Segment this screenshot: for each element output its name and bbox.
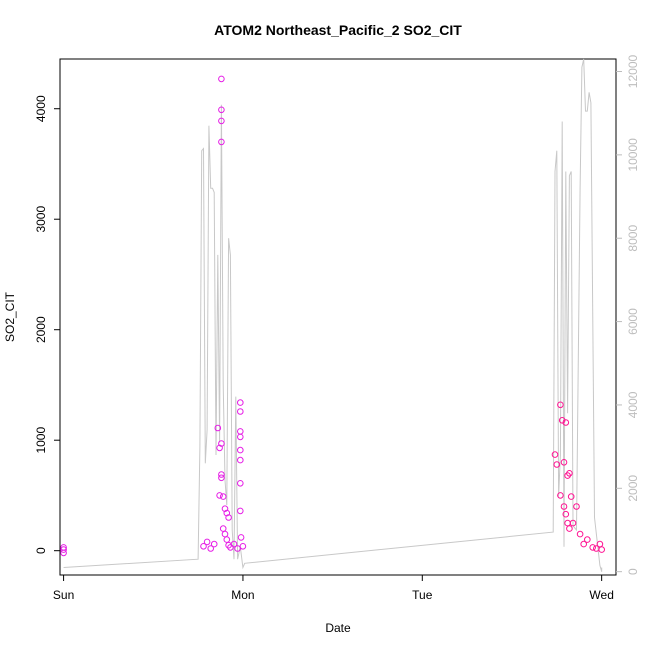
data-point-0-8: [216, 444, 223, 452]
data-point-1-16: [576, 530, 584, 538]
data-point-0-14: [218, 471, 225, 478]
data-point-0-16: [216, 492, 223, 499]
data-point-0-10: [218, 106, 225, 114]
data-point-0-32: [237, 446, 244, 454]
data-point-1-19: [589, 544, 597, 551]
data-point-1-4: [560, 459, 568, 466]
data-point-1-15: [573, 503, 580, 510]
data-point-0-23: [223, 536, 231, 543]
data-point-0-36: [237, 534, 245, 541]
x-tick-label-0: Sun: [53, 588, 74, 602]
data-point-1-8: [567, 493, 575, 500]
y2-tick-label-1: 2000: [626, 475, 640, 502]
data-point-0-31: [237, 433, 244, 441]
data-point-0-7: [214, 424, 222, 432]
data-point-1-7: [566, 470, 573, 477]
data-point-0-34: [237, 480, 244, 487]
data-point-0-27: [234, 545, 241, 552]
data-point-0-18: [221, 505, 229, 513]
data-point-0-33: [237, 456, 244, 464]
data-point-0-13: [218, 440, 225, 447]
data-point-0-37: [239, 543, 247, 550]
chart-title: ATOM2 Northeast_Pacific_2 SO2_CIT: [214, 22, 462, 38]
y2-tick-label-0: 0: [626, 568, 640, 575]
data-point-0-6: [210, 540, 218, 548]
data-point-0-30: [237, 428, 244, 435]
data-point-0-15: [218, 474, 225, 482]
data-point-0-0: [60, 546, 67, 553]
data-point-1-10: [560, 503, 568, 510]
data-point-0-35: [237, 507, 244, 515]
data-point-0-22: [221, 530, 229, 538]
data-point-0-20: [225, 514, 232, 521]
data-point-0-21: [219, 525, 227, 532]
data-point-1-18: [584, 536, 591, 543]
data-point-1-11: [562, 510, 570, 518]
data-point-1-14: [569, 519, 577, 527]
data-point-0-19: [223, 509, 231, 517]
data-point-1-17: [580, 540, 588, 548]
data-point-1-3: [558, 417, 566, 424]
data-point-0-1: [60, 549, 67, 557]
data-point-0-4: [203, 538, 211, 546]
data-point-1-9: [557, 492, 564, 499]
data-point-1-22: [598, 546, 606, 553]
data-point-1-1: [553, 461, 561, 468]
data-point-0-9: [218, 75, 225, 83]
y2-tick-label-6: 12000: [626, 54, 640, 88]
y-tick-label-1: 1000: [34, 427, 48, 454]
x-tick-label-2: Tue: [412, 588, 433, 602]
data-point-1-5: [562, 419, 570, 426]
data-point-1-0: [551, 451, 559, 458]
y-tick-label-0: 0: [34, 547, 48, 554]
data-point-1-2: [557, 401, 564, 409]
y-axis: 0 1000 2000 3000 4000: [34, 95, 60, 554]
x-tick-label-3: Wed: [589, 588, 613, 602]
data-point-0-2: [60, 544, 67, 551]
data-point-0-3: [200, 543, 207, 550]
data-point-0-26: [230, 540, 238, 548]
y2-tick-label-5: 10000: [626, 138, 640, 172]
data-point-0-17: [219, 493, 227, 500]
y2-tick-label-2: 4000: [626, 391, 640, 418]
y-tick-label-2: 2000: [34, 316, 48, 343]
y-axis-label: SO2_CIT: [3, 291, 17, 342]
data-point-0-11: [218, 117, 225, 125]
data-point-1-13: [566, 525, 573, 532]
data-point-1-12: [564, 519, 571, 527]
secondary-y-axis: 0 2000 4000 6000 8000 10000 12000: [616, 54, 640, 575]
x-axis: Sun Mon Tue Wed: [53, 575, 614, 602]
data-point-0-25: [227, 544, 234, 551]
data-point-0-29: [237, 408, 244, 415]
secondary-line-layer: [63, 58, 603, 572]
data-point-0-5: [207, 545, 214, 552]
plot-frame: [59, 58, 617, 576]
points-layer: [60, 75, 606, 557]
y2-tick-label-3: 6000: [626, 308, 640, 335]
x-axis-label: Date: [325, 621, 351, 635]
series-line-2: [63, 58, 603, 572]
x-tick-label-1: Mon: [231, 588, 254, 602]
data-point-0-12: [218, 138, 225, 146]
y-tick-label-4: 4000: [34, 95, 48, 122]
y2-tick-label-4: 8000: [626, 225, 640, 252]
y-tick-label-3: 3000: [34, 206, 48, 233]
data-point-0-28: [237, 399, 244, 406]
